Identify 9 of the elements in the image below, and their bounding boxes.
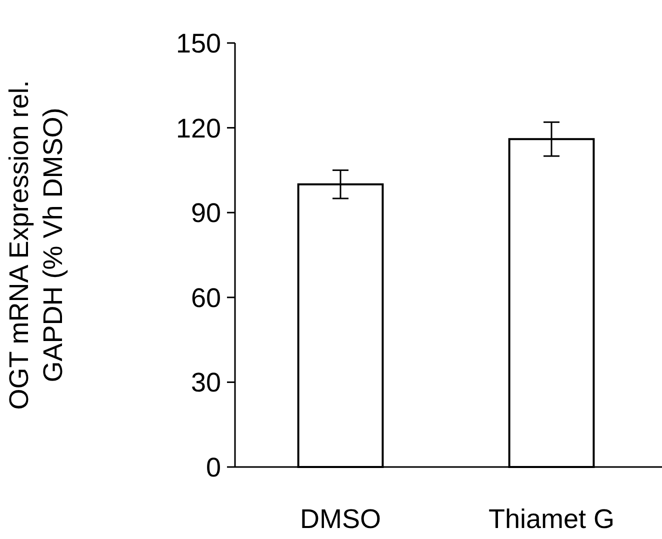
y-tick-label: 120 <box>176 113 221 144</box>
y-axis-title: OGT mRNA Expression rel. GAPDH (% Vh DMSO) <box>4 80 68 410</box>
x-tick-label: Thiamet G <box>488 504 615 534</box>
y-tick-label: 90 <box>190 198 221 228</box>
y-tick-label: 150 <box>176 28 221 58</box>
y-tick-label: 60 <box>190 282 221 313</box>
y-tick-label: 30 <box>190 368 221 398</box>
y-tick-label: 0 <box>206 452 221 482</box>
x-tick-label: DMSO <box>300 504 381 534</box>
